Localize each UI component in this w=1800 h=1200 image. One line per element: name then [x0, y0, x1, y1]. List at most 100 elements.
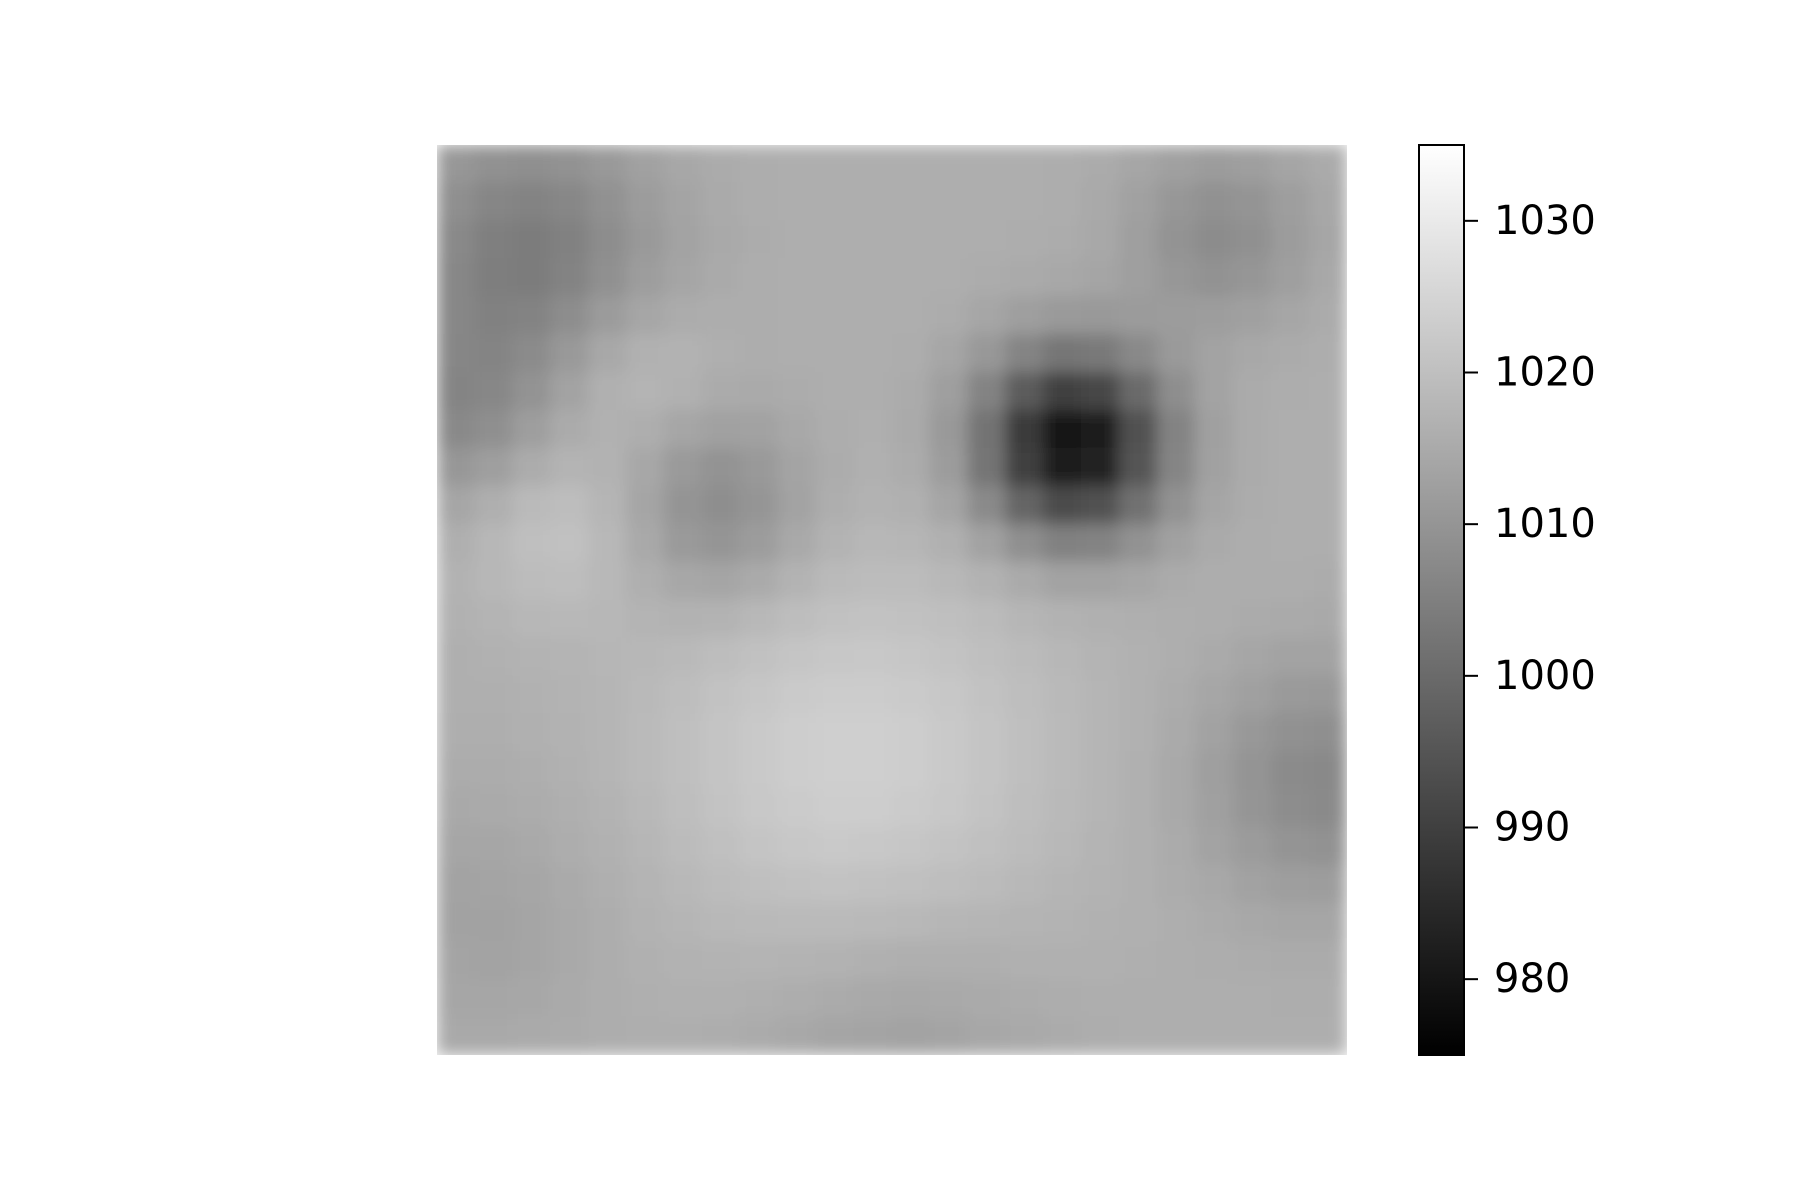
heatmap-cell	[701, 675, 741, 715]
heatmap-cell	[588, 372, 628, 411]
heatmap-cell	[1270, 258, 1310, 298]
heatmap-cell	[1232, 675, 1272, 715]
heatmap-cell	[853, 827, 893, 866]
heatmap-cell	[1005, 561, 1045, 601]
heatmap-cell	[1232, 220, 1272, 260]
heatmap-cell	[1156, 447, 1196, 487]
heatmap-cell	[1005, 485, 1045, 525]
heatmap-cell	[1308, 751, 1347, 791]
heatmap-cell	[1119, 1016, 1158, 1055]
heatmap-cell	[550, 409, 590, 449]
heatmap-cell	[1232, 523, 1272, 563]
heatmap-cell	[550, 220, 590, 260]
heatmap-cell	[891, 599, 931, 639]
heatmap-cell	[626, 409, 665, 449]
heatmap-cell	[512, 751, 552, 791]
heatmap-cell	[1308, 447, 1347, 487]
heatmap-cell	[815, 599, 855, 639]
heatmap-cell	[777, 675, 817, 715]
heatmap-cell	[1043, 561, 1083, 601]
heatmap-cell	[853, 447, 893, 487]
heatmap-cell	[777, 485, 817, 525]
heatmap-cell	[701, 334, 741, 373]
heatmap-cell	[550, 713, 590, 753]
heatmap-cell	[1308, 675, 1347, 715]
heatmap-cell	[1081, 978, 1120, 1018]
heatmap-cell	[815, 940, 855, 980]
heatmap-cell	[777, 296, 817, 336]
heatmap-cell	[512, 372, 552, 411]
heatmap-cell	[815, 827, 855, 866]
heatmap-cell	[1308, 145, 1347, 184]
heatmap-cell	[1081, 258, 1120, 298]
heatmap-cell	[588, 485, 628, 525]
heatmap-cell	[929, 789, 969, 828]
heatmap-cell	[1194, 713, 1234, 753]
heatmap-cell	[1232, 182, 1272, 222]
heatmap-cell	[777, 182, 817, 222]
heatmap-cell	[1156, 372, 1196, 411]
heatmap-cell	[588, 902, 628, 942]
heatmap-cell	[739, 145, 779, 184]
heatmap-cell	[512, 334, 552, 373]
heatmap-cell	[891, 675, 931, 715]
heatmap-cell	[777, 902, 817, 942]
heatmap-cell	[664, 334, 703, 373]
heatmap-cell	[437, 485, 476, 525]
heatmap-cell	[474, 940, 514, 980]
heatmap-cell	[1194, 637, 1234, 677]
heatmap-cell	[588, 334, 628, 373]
heatmap-cell	[1270, 220, 1310, 260]
heatmap-cell	[739, 713, 779, 753]
heatmap-cell	[815, 978, 855, 1018]
heatmap-cell	[1043, 372, 1083, 411]
heatmap-cell	[664, 258, 703, 298]
heatmap-cell	[1194, 485, 1234, 525]
heatmap-cell	[853, 902, 893, 942]
heatmap-cell	[1119, 220, 1158, 260]
heatmap-cell	[1043, 258, 1083, 298]
heatmap-cell	[550, 334, 590, 373]
heatmap-cell	[664, 145, 703, 184]
heatmap-cell	[474, 902, 514, 942]
heatmap-cell	[588, 675, 628, 715]
heatmap-cell	[626, 902, 665, 942]
heatmap-cell	[815, 258, 855, 298]
heatmap-cell	[664, 940, 703, 980]
heatmap-cell	[701, 409, 741, 449]
heatmap-cell	[1081, 902, 1120, 942]
heatmap-cell	[588, 713, 628, 753]
heatmap-cell	[1043, 789, 1083, 828]
heatmap-cell	[1081, 523, 1120, 563]
heatmap-cell	[550, 827, 590, 866]
heatmap-cell	[929, 713, 969, 753]
heatmap-cell	[437, 1016, 476, 1055]
heatmap-cell	[664, 220, 703, 260]
heatmap-cell	[815, 713, 855, 753]
heatmap-cell	[664, 713, 703, 753]
heatmap-cell	[701, 751, 741, 791]
heatmap-cell	[777, 751, 817, 791]
heatmap-cell	[739, 258, 779, 298]
heatmap-cell	[777, 561, 817, 601]
heatmap-cell	[1270, 1016, 1310, 1055]
heatmap-cell	[550, 637, 590, 677]
heatmap-cell	[1270, 675, 1310, 715]
heatmap-cell	[550, 789, 590, 828]
heatmap-cell	[1232, 599, 1272, 639]
heatmap-cell	[1308, 599, 1347, 639]
heatmap-cell	[588, 789, 628, 828]
heatmap-cell	[474, 561, 514, 601]
heatmap-cell	[815, 902, 855, 942]
heatmap-cell	[1308, 713, 1347, 753]
heatmap-cell	[512, 296, 552, 336]
heatmap-cell	[474, 372, 514, 411]
heatmap-cell	[701, 182, 741, 222]
heatmap-cell	[588, 182, 628, 222]
heatmap-cell	[891, 827, 931, 866]
heatmap-cell	[512, 902, 552, 942]
heatmap-cell	[1156, 1016, 1196, 1055]
heatmap-cell	[1270, 561, 1310, 601]
heatmap-cell	[1194, 978, 1234, 1018]
